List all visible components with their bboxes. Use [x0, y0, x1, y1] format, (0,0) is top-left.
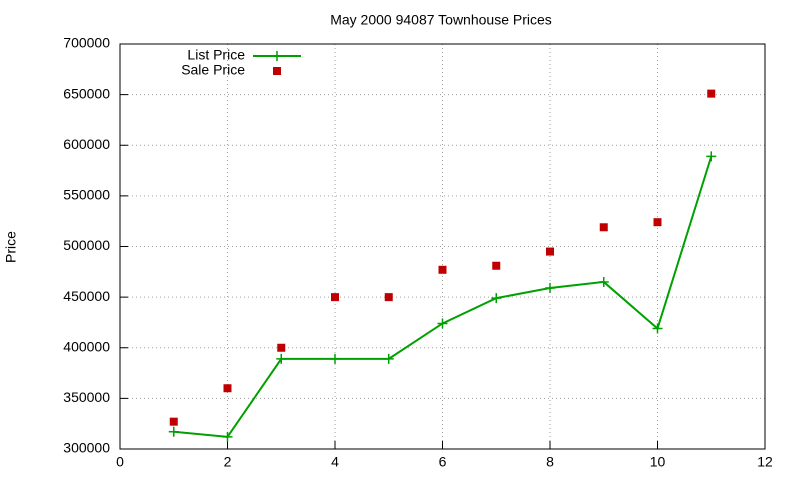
x-tick-label: 10 [650, 454, 666, 470]
data-point [169, 417, 178, 426]
x-tick-label: 8 [546, 454, 554, 470]
x-tick-label: 0 [116, 454, 124, 470]
legend-label: Sale Price [181, 62, 245, 78]
data-point [223, 384, 232, 393]
y-tick-label: 300000 [63, 440, 110, 456]
data-point [492, 261, 501, 270]
data-point [599, 223, 608, 232]
data-point [384, 293, 393, 302]
y-tick-label: 400000 [63, 338, 110, 354]
data-point [437, 318, 448, 329]
x-tick-label: 2 [224, 454, 232, 470]
data-point [652, 323, 663, 334]
x-tick-label: 4 [331, 454, 339, 470]
y-tick-label: 350000 [63, 389, 110, 405]
data-point [707, 89, 716, 98]
y-tick-label: 650000 [63, 85, 110, 101]
y-axis-label: Price [3, 231, 19, 263]
data-point [330, 353, 340, 364]
legend-swatch [273, 67, 281, 75]
data-point [277, 343, 286, 352]
y-tick-label: 450000 [63, 288, 110, 304]
data-point [598, 276, 609, 287]
y-tick-label: 550000 [63, 187, 110, 203]
plot-frame [119, 43, 766, 450]
data-point [653, 218, 662, 227]
x-tick-label: 6 [439, 454, 447, 470]
legend-label: List Price [187, 47, 245, 63]
y-tick-label: 600000 [63, 136, 110, 152]
y-tick-label: 500000 [63, 237, 110, 253]
legend-swatch [272, 51, 282, 61]
x-tick-label: 12 [757, 454, 773, 470]
data-point [168, 426, 179, 437]
data-point [438, 265, 447, 274]
y-tick-label: 700000 [63, 35, 110, 51]
data-point [331, 293, 339, 302]
data-point [222, 431, 233, 442]
data-point [276, 353, 287, 364]
data-point [383, 353, 394, 364]
data-point [706, 151, 717, 162]
data-point [546, 247, 554, 256]
data-point [545, 283, 555, 294]
chart-title: May 2000 94087 Townhouse Prices [330, 12, 552, 28]
data-point [491, 293, 502, 304]
